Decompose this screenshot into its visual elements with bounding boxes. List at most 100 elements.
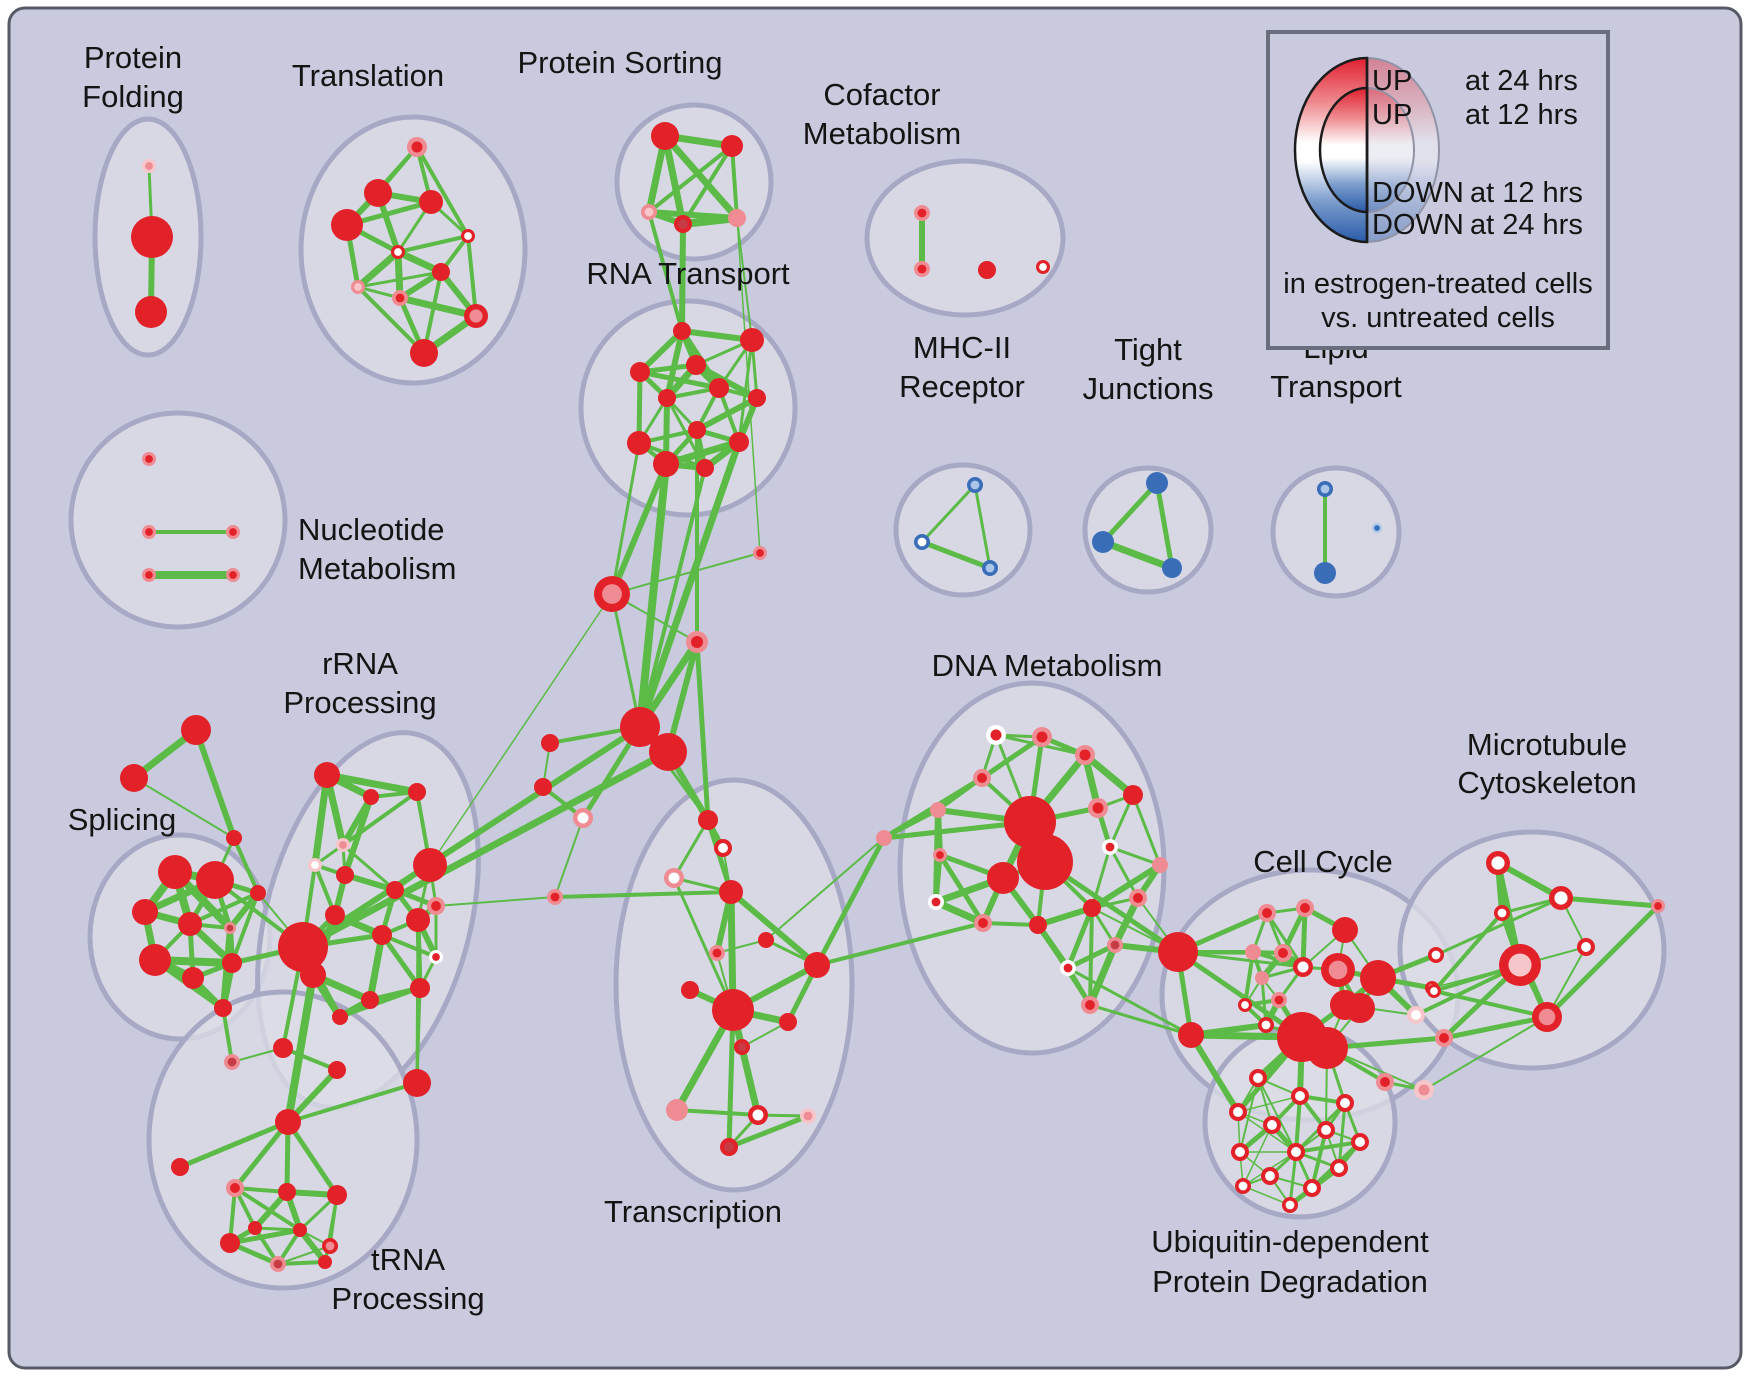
gene-node-outer-ring — [620, 707, 660, 747]
gene-node-outer-ring — [214, 999, 232, 1017]
edge — [636, 440, 743, 729]
gene-node-outer-ring — [1092, 531, 1114, 553]
gene-node — [620, 707, 660, 747]
gene-node-inner-core — [1253, 1073, 1263, 1083]
edge — [1177, 950, 1304, 969]
gene-node-outer-ring — [651, 122, 679, 150]
edge — [694, 641, 711, 821]
gene-node — [1107, 937, 1123, 953]
cluster-cf — [864, 158, 1066, 318]
edge — [355, 249, 401, 290]
gene-node — [1360, 960, 1396, 996]
gene-node — [649, 733, 687, 771]
gene-node-outer-ring — [131, 216, 173, 258]
gene-node-outer-ring — [410, 339, 438, 367]
gene-node — [1296, 899, 1314, 917]
gene-node — [328, 1061, 346, 1079]
nodes — [120, 122, 1665, 1272]
legend: UP at 24 hrs UP at 12 hrs DOWN at 12 hrs… — [1266, 30, 1610, 350]
label-lt-1: Transport — [1270, 369, 1402, 404]
gene-node — [1235, 1178, 1251, 1194]
gene-node — [278, 1183, 296, 1201]
gene-node — [982, 560, 998, 576]
gene-node — [1081, 996, 1099, 1014]
gene-node — [1231, 1143, 1249, 1161]
gene-node — [372, 925, 392, 945]
gene-node-inner-core — [469, 309, 483, 323]
edge — [233, 1120, 290, 1190]
gene-node-outer-ring — [248, 1221, 262, 1235]
label-dm-0: DNA Metabolism — [932, 648, 1163, 683]
gene-node-outer-ring — [372, 925, 392, 945]
gene-node-inner-core — [724, 1142, 734, 1152]
gene-node-outer-ring — [419, 190, 443, 214]
cluster-tj — [1082, 465, 1214, 595]
edge — [1310, 1129, 1328, 1189]
label-rr-0: rRNA — [322, 646, 398, 681]
gene-node — [351, 280, 365, 294]
gene-node — [933, 848, 947, 862]
gene-node-inner-core — [1278, 948, 1288, 958]
gene-node — [804, 952, 830, 978]
edge — [357, 270, 442, 289]
gene-node — [1351, 1133, 1369, 1151]
edge — [435, 896, 556, 907]
gene-node — [728, 209, 746, 227]
gene-node — [196, 861, 234, 899]
legend-inner-left-half — [1318, 86, 1369, 214]
gene-node-outer-ring — [222, 953, 242, 973]
gene-node — [224, 1054, 240, 1070]
gene-node-inner-core — [273, 1259, 283, 1269]
gene-node — [386, 881, 404, 899]
edge — [399, 294, 477, 320]
gene-node-inner-core — [1554, 891, 1568, 905]
gene-node-outer-ring — [139, 944, 171, 976]
label-mhc-0: MHC-II — [913, 330, 1011, 365]
edge — [662, 133, 740, 221]
gene-node — [1162, 558, 1182, 578]
gene-node-inner-core — [1431, 950, 1441, 960]
gene-node-inner-core — [1508, 953, 1532, 977]
gene-node-outer-ring — [132, 899, 158, 925]
gene-node — [314, 762, 340, 788]
edge — [285, 1120, 340, 1197]
gene-node-outer-ring — [325, 905, 345, 925]
gene-node — [226, 1179, 244, 1197]
gene-node-outer-ring — [1162, 558, 1182, 578]
gene-node-inner-core — [1262, 908, 1272, 918]
gene-node-outer-ring — [135, 296, 167, 328]
edge — [1242, 1185, 1291, 1206]
edge — [342, 843, 396, 892]
gene-node — [1123, 785, 1143, 805]
gene-node — [547, 889, 563, 905]
gene-node-outer-ring — [719, 880, 743, 904]
gene-node-outer-ring — [698, 810, 718, 830]
gene-node — [928, 894, 944, 910]
edge — [1109, 845, 1161, 867]
gene-node-inner-core — [678, 219, 688, 229]
gene-node-inner-core — [602, 584, 622, 604]
gene-node-inner-core — [325, 1241, 335, 1251]
gene-node-outer-ring — [278, 1183, 296, 1201]
gene-node-outer-ring — [314, 762, 340, 788]
gene-node — [139, 944, 171, 976]
gene-node — [698, 810, 718, 830]
gene-node — [1032, 727, 1052, 747]
gene-node — [226, 525, 240, 539]
gene-node-outer-ring — [627, 431, 651, 455]
gene-node — [1158, 932, 1198, 972]
cluster-lt — [1270, 465, 1402, 599]
gene-node — [987, 862, 1019, 894]
gene-node — [720, 1138, 738, 1156]
gene-node-outer-ring — [273, 1038, 293, 1058]
edge — [816, 921, 984, 967]
gene-node-inner-core — [1274, 995, 1284, 1005]
gene-node-outer-ring — [1178, 1022, 1204, 1048]
gene-node — [1494, 905, 1510, 921]
gene-node — [142, 568, 156, 582]
gene-node-inner-core — [917, 264, 927, 274]
gene-node — [363, 789, 379, 805]
label-nm-0: Nucleotide — [298, 512, 444, 547]
edge — [1065, 907, 1095, 969]
